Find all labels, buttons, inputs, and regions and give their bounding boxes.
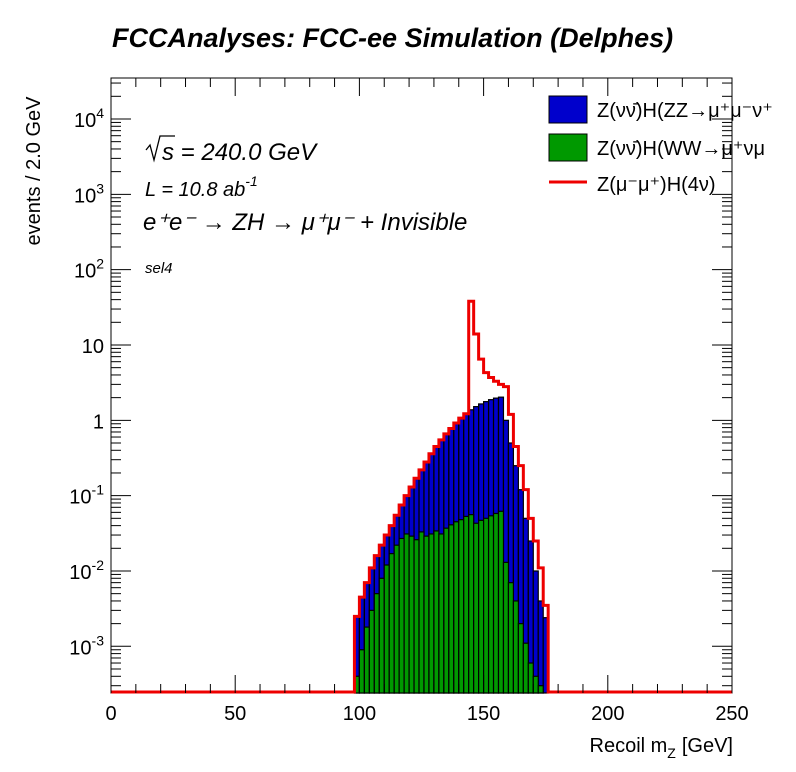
x-axis: 0 50 100 150 200 250: [105, 78, 749, 725]
x-tick-label: 200: [591, 703, 624, 725]
histogram-bin: [443, 527, 450, 694]
legend-swatch-ww: [548, 133, 588, 162]
histogram-bin: [378, 577, 385, 694]
x-axis-label: Recoil mZ [GeV]: [590, 735, 734, 761]
histogram-bin: [388, 553, 395, 694]
histogram-bin: [473, 522, 480, 694]
y-tick-label: 104: [74, 105, 104, 132]
histogram-bin: [393, 544, 400, 694]
legend: Z(νν̄)H(ZZ→μ⁺μ⁻ν⁺ Z(νν̄)H(WW→μ⁺νμ Z(μ⁻μ⁺…: [548, 95, 773, 196]
histogram-bin: [463, 515, 470, 694]
series-4nu-line: [111, 299, 732, 694]
histogram-bin: [527, 662, 534, 694]
x-tick-label: 100: [343, 703, 376, 725]
histogram-bin: [438, 533, 445, 694]
histogram-bin: [532, 570, 539, 694]
histogram-bin: [428, 533, 435, 694]
legend-label-4nu: Z(μ⁻μ⁺)H(4ν): [597, 174, 716, 196]
histogram-bin: [497, 510, 505, 694]
y-axis-label: events / 2.0 GeV: [23, 96, 45, 246]
svg-text:s = 240.0 GeV: s = 240.0 GeV: [162, 139, 318, 166]
histogram-bin: [517, 623, 524, 694]
histogram-bin: [487, 515, 495, 694]
legend-swatch-zz: [548, 95, 588, 124]
histogram-bin: [537, 685, 544, 694]
x-tick-label: 250: [715, 703, 748, 725]
histogram-bin: [358, 649, 365, 694]
histogram-bin: [423, 535, 430, 694]
histogram-bin: [478, 519, 485, 694]
histogram-bin: [492, 512, 500, 694]
histogram-bin: [413, 539, 420, 694]
histogram-bin: [483, 517, 490, 694]
y-tick-label: 10-1: [69, 482, 104, 509]
sqrt-s-annotation: s = 240.0 GeV: [145, 135, 318, 166]
y-tick-label: 102: [74, 256, 104, 283]
histogram-bin: [398, 537, 405, 694]
histogram-bin: [433, 530, 440, 694]
y-tick-label: 1: [93, 411, 104, 433]
process-annotation: e⁺e⁻ → ZH → μ⁺μ⁻ + Invisible: [143, 209, 467, 236]
series-ww-histogram: [353, 510, 544, 694]
histogram-bin: [383, 564, 390, 694]
histogram-bin: [507, 582, 515, 694]
y-tick-label: 103: [74, 180, 104, 207]
chart-title: FCCAnalyses: FCC-ee Simulation (Delphes): [112, 23, 673, 53]
histogram-bin: [532, 675, 539, 694]
histogram-bin: [458, 519, 465, 694]
histogram-bin: [408, 535, 415, 694]
x-tick-label: 50: [224, 703, 246, 725]
y-tick-label: 10: [82, 336, 104, 358]
y-tick-label: 10-2: [69, 557, 104, 584]
selection-annotation: sel4: [145, 260, 173, 277]
y-axis: 10-3 10-2 10-1 1 10 102 103 104: [69, 82, 732, 687]
histogram-bin: [537, 600, 544, 694]
histogram-bin: [418, 531, 425, 694]
histogram-bin: [448, 524, 455, 694]
histogram-bin: [453, 521, 460, 694]
histogram-bin: [468, 514, 475, 694]
histogram-bin: [368, 609, 375, 694]
x-tick-label: 150: [467, 703, 500, 725]
histogram-bin: [403, 533, 410, 694]
legend-label-ww: Z(νν̄)H(WW→μ⁺νμ: [597, 138, 765, 160]
luminosity-annotation: L = 10.8 ab-1: [145, 173, 258, 201]
histogram-bin: [373, 593, 380, 694]
y-tick-label: 10-3: [69, 632, 104, 659]
x-tick-label: 0: [105, 703, 116, 725]
legend-label-zz: Z(νν̄)H(ZZ→μ⁺μ⁻ν⁺: [597, 100, 773, 122]
histogram-bin: [522, 642, 529, 694]
histogram-bin: [512, 600, 519, 694]
histogram-bin: [363, 626, 370, 694]
histogram-bin: [502, 561, 510, 694]
